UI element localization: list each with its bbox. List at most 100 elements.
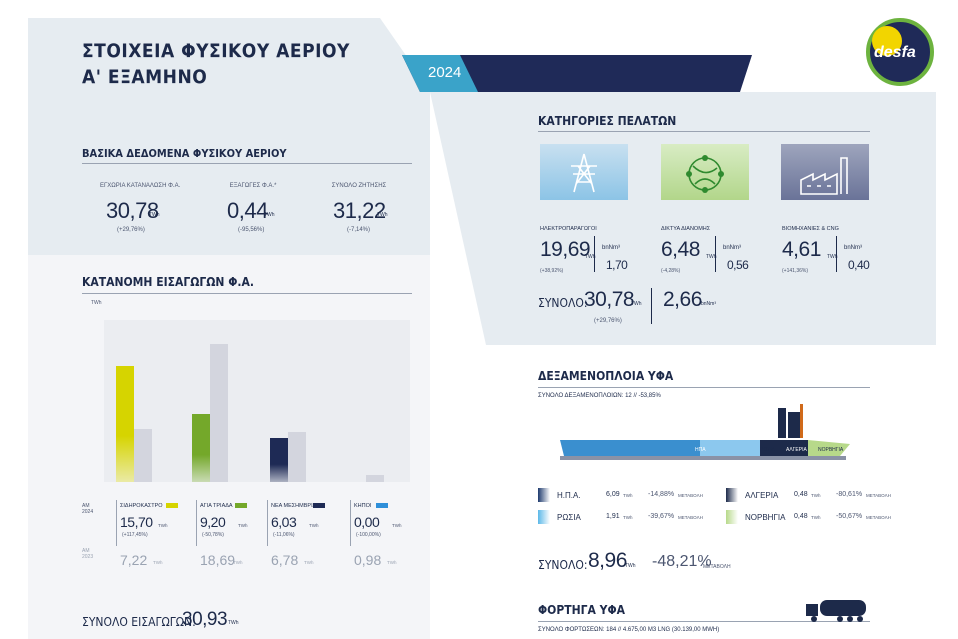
customer-tile-industry <box>781 144 869 200</box>
entry-point-2023-value: 6,78 <box>271 552 299 568</box>
customers-title: ΚΑΤΗΓΟΡΙΕΣ ΠΕΛΑΤΩΝ <box>538 114 677 128</box>
country-name: ΝΟΡΒΗΓΙΑ <box>745 513 786 522</box>
entry-point-color-swatch <box>313 503 325 508</box>
basic-change-1: (+29,76%) <box>117 227 145 233</box>
customer-value: 6,48 <box>661 238 700 261</box>
customers-total-value: 30,78 <box>584 288 635 311</box>
entry-point-unit: TWh <box>309 523 319 528</box>
entry-point-2024-value: 6,03 <box>271 514 297 530</box>
entry-point-2023-unit: TWh <box>153 560 163 565</box>
basic-change-3: (-7,14%) <box>347 227 371 233</box>
entry-point-color-swatch <box>166 503 178 508</box>
entry-point-change: (-11,06%) <box>273 532 295 538</box>
bar-2024 <box>116 366 134 482</box>
ship-label-algeria: ΑΛΓΕΡΙΑ <box>786 447 807 453</box>
trucks-title: ΦΟΡΤΗΓΑ ΥΦΑ <box>538 603 625 617</box>
entry-point-unit: TWh <box>158 523 168 528</box>
country-change: -50,67% <box>836 513 863 520</box>
customers-total-label: ΣΥΝΟΛΟ: <box>538 296 588 310</box>
entry-point-name: ΝΕΑ ΜΕΣΗΜΒΡΙΑ <box>271 503 317 509</box>
country-value: 1,91 <box>606 513 620 520</box>
basic-value-3: 31,22 <box>333 198 386 223</box>
basic-change-2: (-95,56%) <box>238 227 265 233</box>
customer-label: ΒΙΟΜΗΧΑΝΙΕΣ & CNG <box>782 226 839 232</box>
customer-separator <box>836 236 837 272</box>
customer-bnm-value: 1,70 <box>606 258 628 272</box>
customer-separator <box>594 236 595 272</box>
customers-divider <box>538 131 870 132</box>
basic-data-title: ΒΑΣΙΚΑ ΔΕΔΟΜΕΝΑ ΦΥΣΙΚΟΥ ΑΕΡΙΟΥ <box>82 147 287 160</box>
bar-2024 <box>270 437 288 482</box>
imports-total-label: ΣΥΝΟΛΟ ΕΙΣΑΓΩΓΩΝ: <box>82 615 196 629</box>
basic-unit-3: TWh <box>377 212 388 218</box>
basic-divider <box>82 163 412 164</box>
country-value: 6,09 <box>606 491 620 498</box>
country-unit: TWh <box>811 515 821 520</box>
basic-label-2: ΕΞΑΓΩΓΕΣ Φ.Α.* <box>229 183 277 189</box>
trucks-subtitle: ΣΥΝΟΛΟ ΦΟΡΤΩΣΕΩΝ: 184 // 4.675,00 M3 LNG… <box>538 627 720 633</box>
imports-total-unit: TWh <box>228 620 239 626</box>
customer-bnm-unit: bnNm³ <box>602 245 621 251</box>
basic-unit-1: TWh <box>149 212 160 218</box>
entry-point-change: (+117,45%) <box>122 532 148 538</box>
entry-point-separator <box>350 500 351 546</box>
page-title-line2: Α' ΕΞΑΜΗΝΟ <box>82 66 208 88</box>
bar-2023 <box>288 432 306 482</box>
lng-total-unit: TWh <box>625 563 636 569</box>
country-swatch <box>538 510 550 524</box>
lng-truck-icon <box>806 600 866 622</box>
customer-change: (+141,36%) <box>782 268 808 274</box>
customer-separator <box>715 236 716 272</box>
page-title-line1: ΣΤΟΙΧΕΙΑ ΦΥΣΙΚΟΥ ΑΕΡΙΟΥ <box>82 40 350 62</box>
basic-value-2: 0,44 <box>227 198 268 223</box>
ship-label-usa: ΗΠΑ <box>695 447 706 453</box>
country-change-note: ΜΕΤΑΒΟΛΗ <box>866 515 891 520</box>
entry-point-name: ΣΙΔΗΡΟΚΑΣΤΡΟ <box>120 503 163 509</box>
power-tower-icon <box>571 153 597 193</box>
lng-total-note: ΜΕΤΑΒΟΛΗ <box>703 564 731 570</box>
country-swatch <box>726 510 738 524</box>
bar-2023 <box>134 428 152 482</box>
basic-label-1: ΕΓΧΩΡΙΑ ΚΑΤΑΝΑΛΩΣΗ Φ.Α. <box>100 183 181 189</box>
entry-point-2023-value: 18,69 <box>200 552 236 568</box>
customer-label: ΔΙΚΤΥΑ ΔΙΑΝΟΜΗΣ <box>661 226 711 232</box>
lng-title: ΔΕΞΑΜΕΝΟΠΛΟΙΑ ΥΦΑ <box>538 369 674 383</box>
country-name: ΑΛΓΕΡΙΑ <box>745 491 779 500</box>
desfa-logo: desfa <box>866 18 934 86</box>
customers-total-bnm-unit: bnNm³ <box>701 301 717 307</box>
entry-point-2023-unit: TWh <box>387 560 397 565</box>
imports-bar-chart <box>104 320 410 482</box>
lng-total-value: 8,96 <box>588 549 627 572</box>
country-swatch <box>726 488 738 502</box>
bar-2024 <box>192 414 210 482</box>
entry-point-2023-unit: TWh <box>304 560 314 565</box>
customers-total-change: (+29,76%) <box>594 318 622 324</box>
country-value: 0,48 <box>794 491 808 498</box>
customer-value: 4,61 <box>782 238 821 261</box>
imports-divider <box>82 293 412 294</box>
entry-point-separator <box>267 500 268 546</box>
lng-divider <box>538 387 870 388</box>
lng-total-change: -48,21% <box>652 553 712 570</box>
entry-point-name: ΑΓΙΑ ΤΡΙΑΔΑ <box>200 503 233 509</box>
customer-bnm-value: 0,56 <box>727 258 749 272</box>
row-label-2023: ΑΜ 2023 <box>82 548 94 560</box>
country-unit: TWh <box>623 493 633 498</box>
entry-point-separator <box>116 500 117 546</box>
customer-unit: TWh <box>706 254 717 260</box>
entry-point-color-swatch <box>376 503 388 508</box>
chart-y-unit: TWh <box>91 300 102 306</box>
entry-point-change: (-100,00%) <box>356 532 381 538</box>
entry-point-color-swatch <box>235 503 247 508</box>
bar-2023 <box>366 474 384 482</box>
country-name: Η.Π.Α. <box>557 491 581 500</box>
country-change: -80,61% <box>836 491 863 498</box>
year-label: 2024 <box>428 64 462 81</box>
trucks-divider <box>538 621 870 622</box>
customer-change: (+38,92%) <box>540 268 564 274</box>
imports-total-value: 30,93 <box>182 609 228 630</box>
entry-point-2024-value: 15,70 <box>120 514 153 530</box>
entry-point-unit: TWh <box>238 523 248 528</box>
customer-unit: TWh <box>827 254 838 260</box>
